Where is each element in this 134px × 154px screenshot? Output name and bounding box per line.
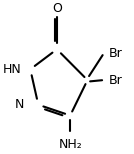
Text: O: O: [52, 2, 62, 15]
Text: N: N: [15, 98, 24, 111]
Text: NH₂: NH₂: [58, 138, 82, 151]
Text: HN: HN: [2, 63, 21, 76]
Text: Br: Br: [109, 74, 122, 87]
Text: Br: Br: [109, 47, 122, 60]
